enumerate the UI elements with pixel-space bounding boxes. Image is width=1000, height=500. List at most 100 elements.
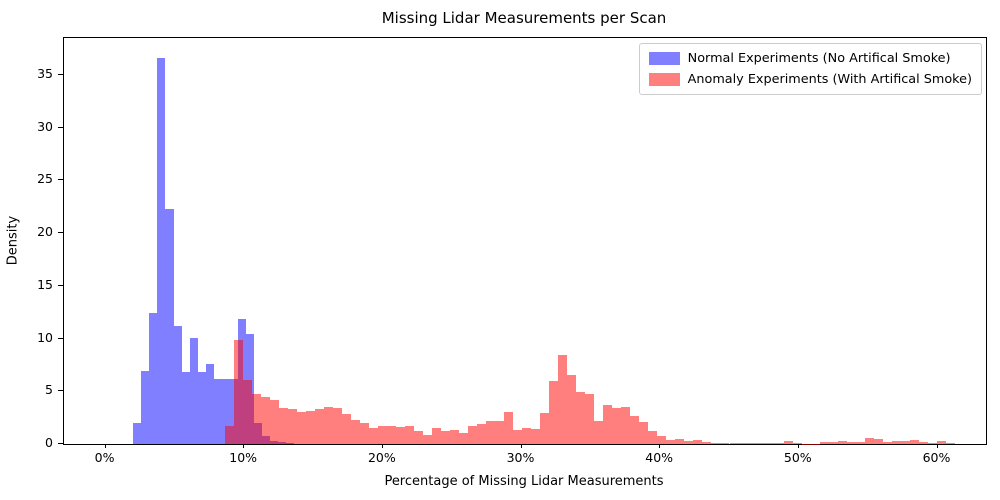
histogram-bar: [648, 431, 658, 444]
histogram-bar: [585, 394, 595, 444]
plot-area: Normal Experiments (No Artifical Smoke) …: [63, 37, 987, 445]
histogram-bar: [846, 441, 856, 444]
histogram-bar: [360, 422, 369, 444]
histogram-bar: [405, 425, 415, 444]
histogram-bar: [603, 404, 613, 444]
histogram-bar: [891, 441, 901, 444]
histogram-bar: [351, 419, 360, 444]
histogram-bar: [549, 380, 559, 444]
histogram-bar: [141, 371, 150, 444]
y-tick-mark: [58, 73, 63, 75]
histogram-bar: [205, 363, 214, 444]
y-tick-label: 0: [45, 435, 53, 450]
histogram-bar: [173, 325, 182, 444]
histogram-bar: [729, 442, 739, 444]
histogram-bar: [450, 430, 460, 444]
histogram-bar: [189, 337, 198, 444]
histogram-bar: [882, 441, 892, 444]
histogram-bar: [900, 441, 910, 444]
y-tick-mark: [58, 232, 63, 234]
x-tick-label: 10%: [229, 450, 258, 465]
histogram-bar: [531, 428, 541, 444]
histogram-bar: [909, 440, 919, 444]
x-tick-mark: [104, 444, 106, 448]
histogram-bar: [945, 443, 955, 444]
histogram-bar: [414, 431, 424, 444]
histogram-bar: [684, 440, 694, 444]
histogram-bar: [314, 409, 324, 444]
histogram-bar: [711, 442, 721, 444]
histogram-bar: [441, 431, 451, 444]
histogram-bar: [287, 409, 297, 444]
histogram-bar: [477, 423, 487, 444]
histogram-bar: [693, 440, 703, 444]
histogram-bar: [133, 422, 142, 444]
y-tick-mark: [58, 179, 63, 181]
histogram-bar: [221, 378, 230, 444]
y-axis-label: Density: [5, 215, 21, 266]
y-tick-label: 15: [37, 276, 53, 292]
histogram-bar: [296, 412, 306, 444]
histogram-bar: [756, 442, 766, 444]
histogram-bar: [783, 441, 793, 444]
y-tick-mark: [58, 284, 63, 286]
histogram-bar: [558, 355, 568, 444]
x-tick-mark: [381, 444, 383, 448]
histogram-bar: [576, 391, 586, 444]
legend-label-normal: Normal Experiments (No Artifical Smoke): [687, 51, 951, 66]
y-tick-label: 5: [45, 382, 53, 398]
histogram-bar: [540, 412, 550, 444]
histogram-bar: [224, 425, 234, 444]
chart-title: Missing Lidar Measurements per Scan: [381, 9, 667, 27]
x-tick-label: 20%: [367, 450, 396, 465]
histogram-bar: [278, 408, 288, 444]
x-tick-label: 40%: [645, 450, 674, 465]
histogram-bar: [819, 441, 829, 444]
histogram-bar: [423, 435, 433, 444]
histogram-bar: [181, 372, 190, 444]
histogram-bar: [251, 394, 261, 444]
histogram-bar: [927, 443, 937, 444]
histogram-bar: [149, 313, 158, 444]
histogram-bar: [341, 414, 351, 444]
x-tick-mark: [936, 444, 938, 448]
histogram-bar: [738, 443, 748, 444]
histogram-bar: [774, 442, 784, 444]
histogram-bar: [369, 428, 379, 444]
histogram-bar: [702, 441, 712, 444]
x-tick-mark: [659, 444, 661, 448]
histogram-bar: [513, 430, 523, 444]
histogram-bar: [233, 339, 243, 444]
histogram-bar: [396, 427, 406, 444]
histogram-bar: [936, 440, 946, 444]
histogram-bar: [157, 58, 166, 444]
histogram-bar: [323, 407, 333, 444]
histogram-bar: [828, 441, 838, 444]
histogram-bar: [378, 425, 388, 444]
histogram-bar: [612, 408, 622, 444]
x-tick-mark: [243, 444, 245, 448]
histogram-bar: [495, 421, 505, 444]
histogram-bar: [432, 428, 442, 444]
legend-swatch-normal: [648, 52, 680, 65]
histogram-bar: [165, 208, 174, 444]
x-tick-label: 0%: [94, 450, 115, 465]
histogram-bar: [269, 399, 279, 444]
x-tick-mark: [520, 444, 522, 448]
y-tick-label: 25: [37, 171, 53, 187]
histogram-bar: [864, 437, 874, 444]
x-tick-label: 50%: [783, 450, 812, 465]
histogram-bar: [873, 438, 883, 444]
y-tick-label: 35: [37, 65, 53, 81]
histogram-bar: [837, 440, 847, 444]
histogram-bar: [522, 428, 532, 444]
histogram-bar: [594, 420, 604, 444]
histogram-bar: [242, 379, 252, 444]
histogram-bar: [305, 411, 315, 444]
y-tick-mark: [58, 443, 63, 444]
y-tick-mark: [58, 126, 63, 128]
histogram-bar: [504, 411, 514, 444]
legend: Normal Experiments (No Artifical Smoke) …: [638, 43, 982, 95]
histogram-bar: [468, 426, 478, 444]
histogram-bar: [792, 443, 802, 444]
